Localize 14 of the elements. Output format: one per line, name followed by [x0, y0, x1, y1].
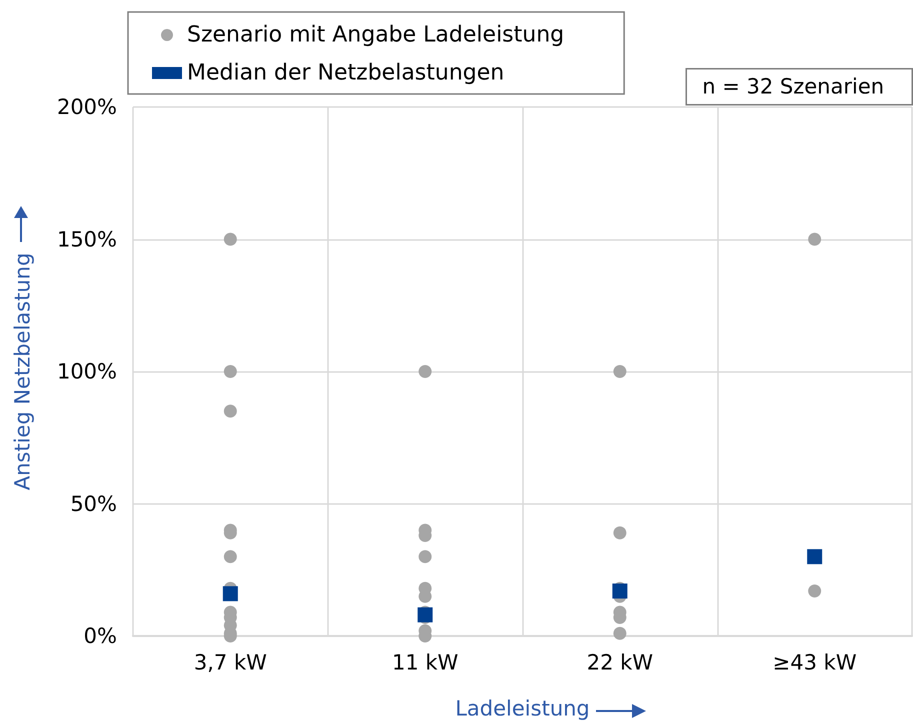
y-tick-label: 200%	[56, 95, 117, 119]
y-tick-label: 150%	[56, 227, 117, 252]
x-tick-label: ≥43 kW	[772, 650, 857, 674]
x-axis-title: Ladeleistung	[455, 696, 590, 720]
y-tick-label: 0%	[84, 624, 117, 648]
y-axis-title: Anstieg Netzbelastung	[10, 252, 34, 490]
x-tick-label: 22 kW	[586, 650, 654, 674]
x-tick-label: 3,7 kW	[194, 650, 268, 674]
legend-label: Szenario mit Angabe Ladeleistung	[187, 22, 564, 48]
y-tick-label: 100%	[56, 360, 117, 384]
legend-label: Median der Netzbelastungen	[187, 60, 504, 86]
y-tick-label: 50%	[70, 492, 117, 516]
x-tick-label: 11 kW	[392, 650, 459, 674]
text: n = 32 Szenarien	[702, 74, 884, 98]
